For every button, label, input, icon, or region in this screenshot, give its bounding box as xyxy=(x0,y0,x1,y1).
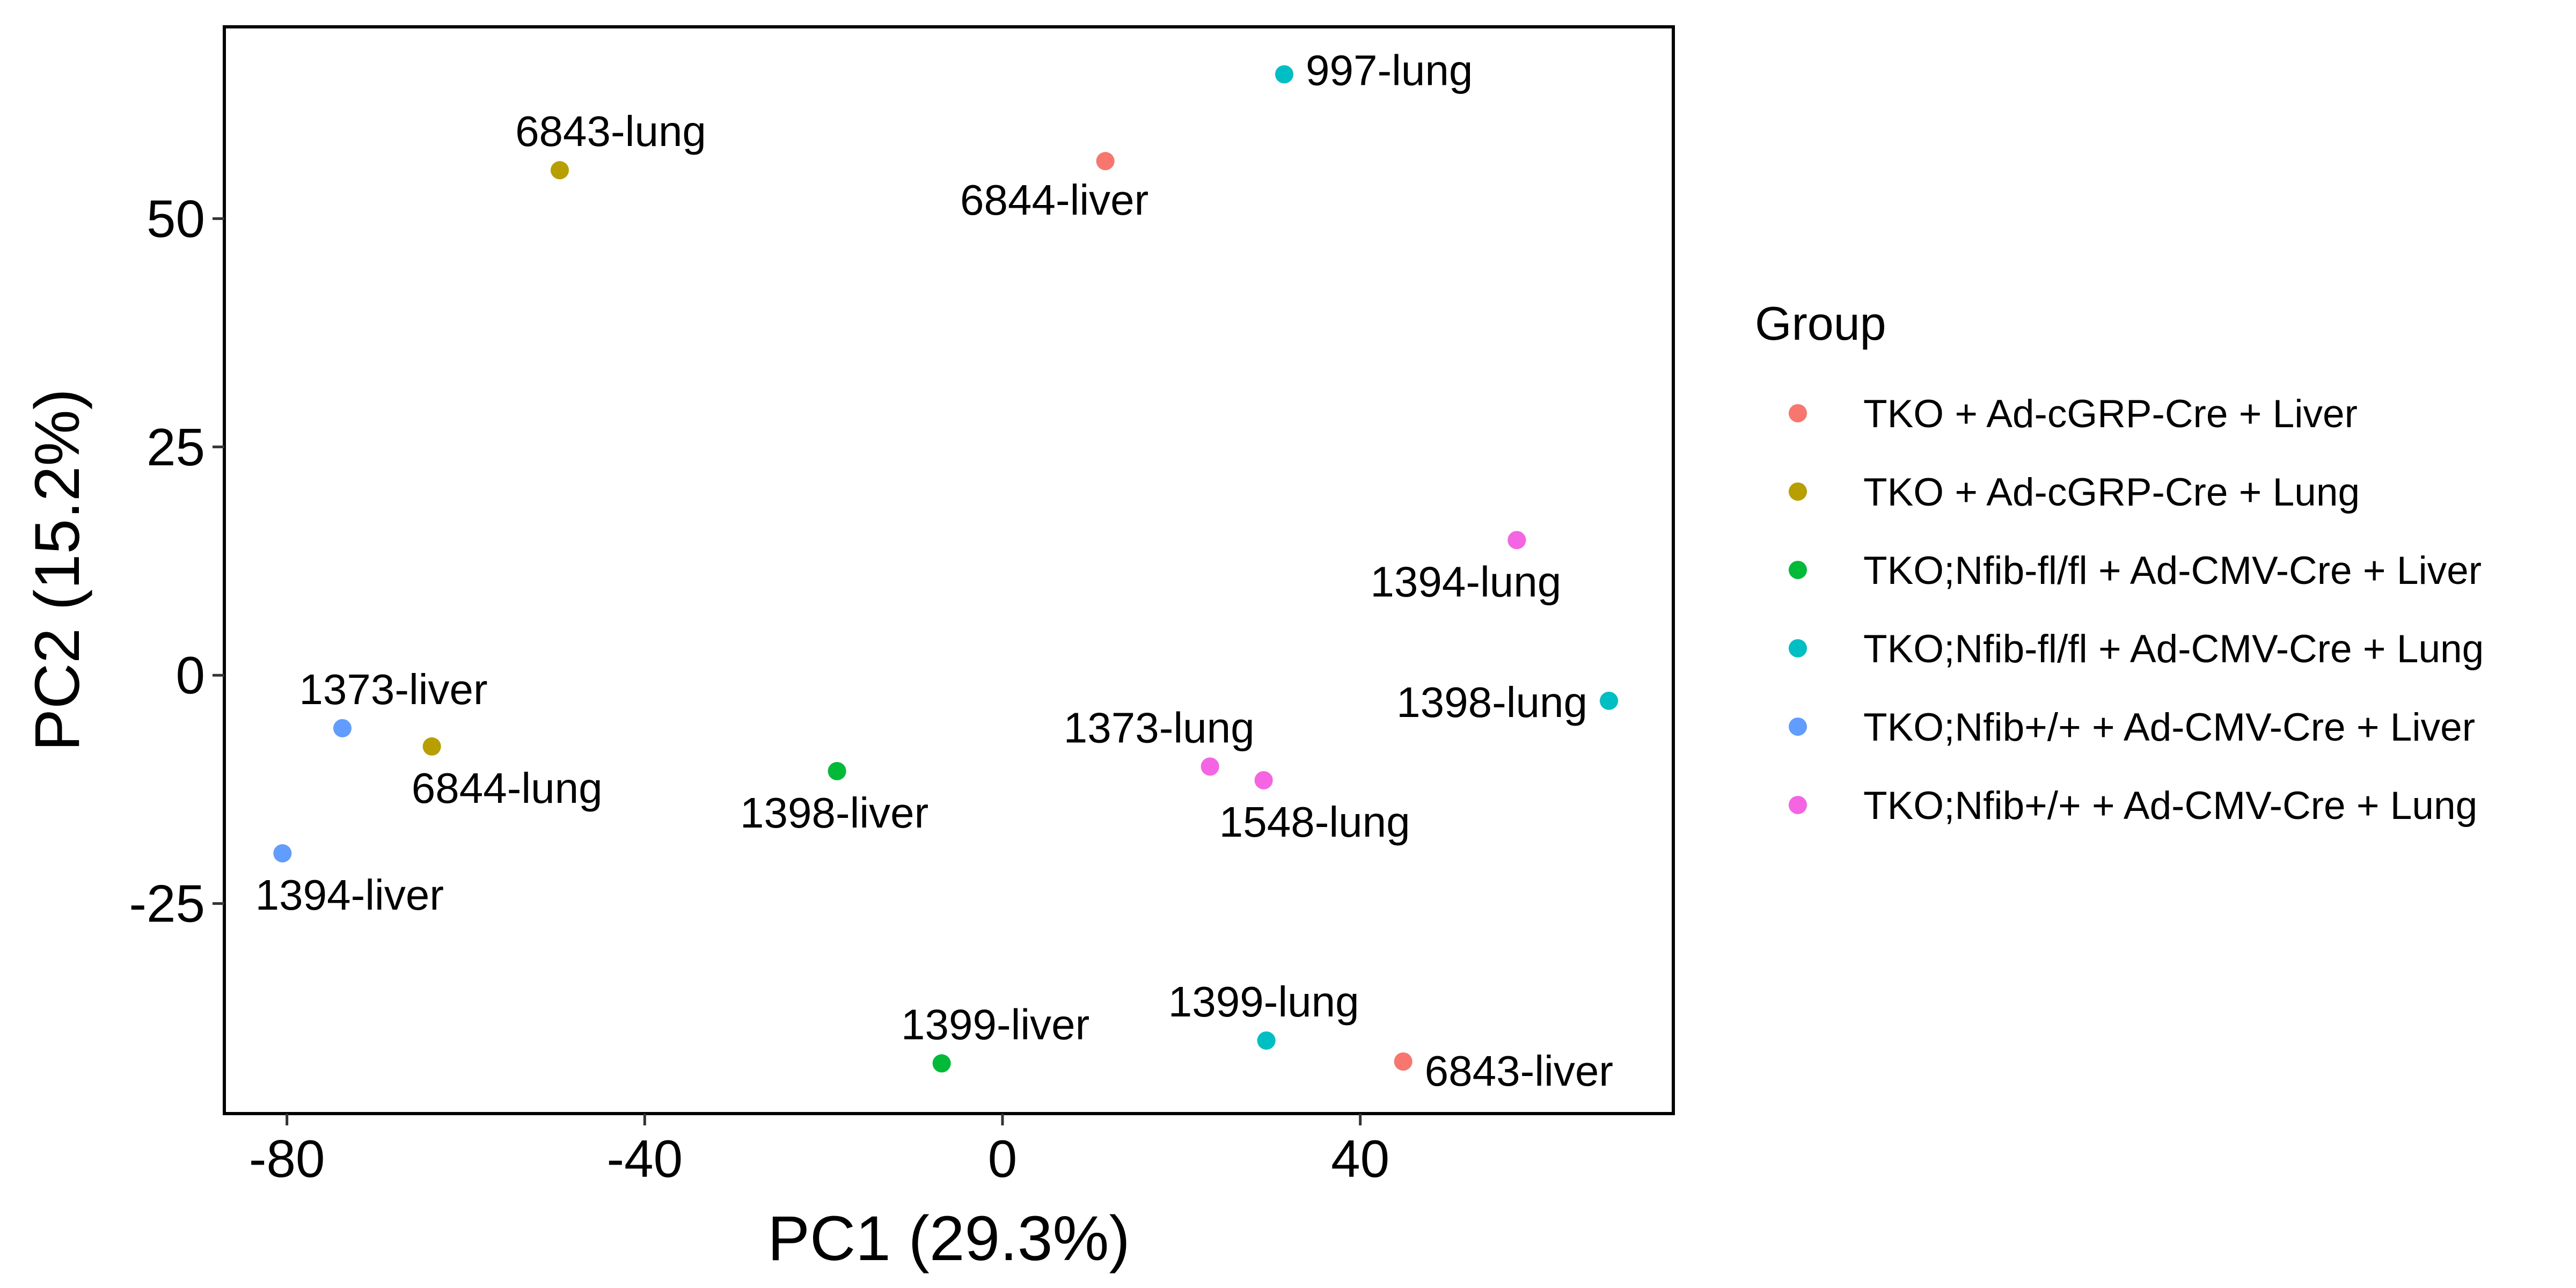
data-point xyxy=(1257,1031,1276,1050)
point-label: 1398-liver xyxy=(740,789,928,837)
panel-border xyxy=(223,25,1675,1115)
point-label: 6843-lung xyxy=(515,107,706,155)
data-point xyxy=(1394,1052,1413,1071)
point-label: 1399-liver xyxy=(901,1000,1089,1048)
x-axis-title: PC1 (29.3%) xyxy=(767,1203,1130,1274)
y-tick-label: -25 xyxy=(129,874,205,933)
point-label: 6844-liver xyxy=(960,176,1148,224)
legend-entry-label: TKO + Ad-cGRP-Cre + Lung xyxy=(1863,471,2360,514)
point-label: 1373-lung xyxy=(1064,704,1255,751)
x-tick-label: -40 xyxy=(607,1129,683,1188)
legend-key xyxy=(1789,639,1807,657)
y-axis-title: PC2 (15.2%) xyxy=(22,389,93,751)
legend-entry-label: TKO;Nfib-fl/fl + Ad-CMV-Cre + Lung xyxy=(1863,627,2484,671)
x-axis: -80 -40 0 40 xyxy=(249,1114,1389,1188)
point-label: 1398-lung xyxy=(1396,678,1587,726)
legend-entry-label: TKO;Nfib+/+ + Ad-CMV-Cre + Lung xyxy=(1863,784,2477,828)
data-point xyxy=(1096,152,1115,171)
data-point xyxy=(1201,757,1219,776)
data-point xyxy=(273,844,292,863)
legend-key xyxy=(1789,404,1807,422)
legend-entry-label: TKO;Nfib+/+ + Ad-CMV-Cre + Liver xyxy=(1863,706,2475,749)
point-labels: 6844-liver 6843-liver 6843-lung 6844-lung 13… xyxy=(255,46,1613,1095)
data-point xyxy=(1600,691,1618,710)
data-point xyxy=(551,161,569,180)
legend-items: TKO + Ad-cGRP-Cre + Liver TKO + Ad-cGRP-C… xyxy=(1789,392,2484,828)
point-label: 1548-lung xyxy=(1219,798,1410,846)
y-tick-label: 25 xyxy=(147,418,205,477)
data-point xyxy=(932,1054,951,1073)
legend-key xyxy=(1789,718,1807,736)
data-point xyxy=(422,737,441,756)
point-label: 1394-liver xyxy=(255,871,444,919)
data-point xyxy=(333,719,352,737)
legend-entry-label: TKO + Ad-cGRP-Cre + Liver xyxy=(1863,392,2358,436)
legend-key xyxy=(1789,482,1807,501)
point-label: 1394-lung xyxy=(1370,558,1561,605)
legend-entry-label: TKO;Nfib-fl/fl + Ad-CMV-Cre + Liver xyxy=(1863,549,2482,592)
data-points xyxy=(273,65,1618,1073)
point-label: 1399-lung xyxy=(1168,978,1359,1026)
y-tick-label: 0 xyxy=(175,646,205,705)
point-label: 1373-liver xyxy=(299,665,487,713)
data-point xyxy=(1275,65,1293,84)
y-axis: -25 0 25 50 xyxy=(129,189,224,933)
legend-key xyxy=(1789,561,1807,579)
legend-key xyxy=(1789,796,1807,814)
x-tick-label: -80 xyxy=(249,1129,325,1188)
point-label: 6844-lung xyxy=(412,764,603,812)
x-tick-label: 40 xyxy=(1331,1129,1389,1188)
point-label: 6843-liver xyxy=(1425,1047,1613,1095)
data-point xyxy=(828,762,846,780)
y-tick-label: 50 xyxy=(147,189,205,248)
legend-title: Group xyxy=(1755,297,1886,350)
x-tick-label: 0 xyxy=(988,1129,1018,1188)
data-point xyxy=(1507,531,1526,550)
point-label: 997-lung xyxy=(1306,46,1473,94)
data-point xyxy=(1254,771,1273,789)
